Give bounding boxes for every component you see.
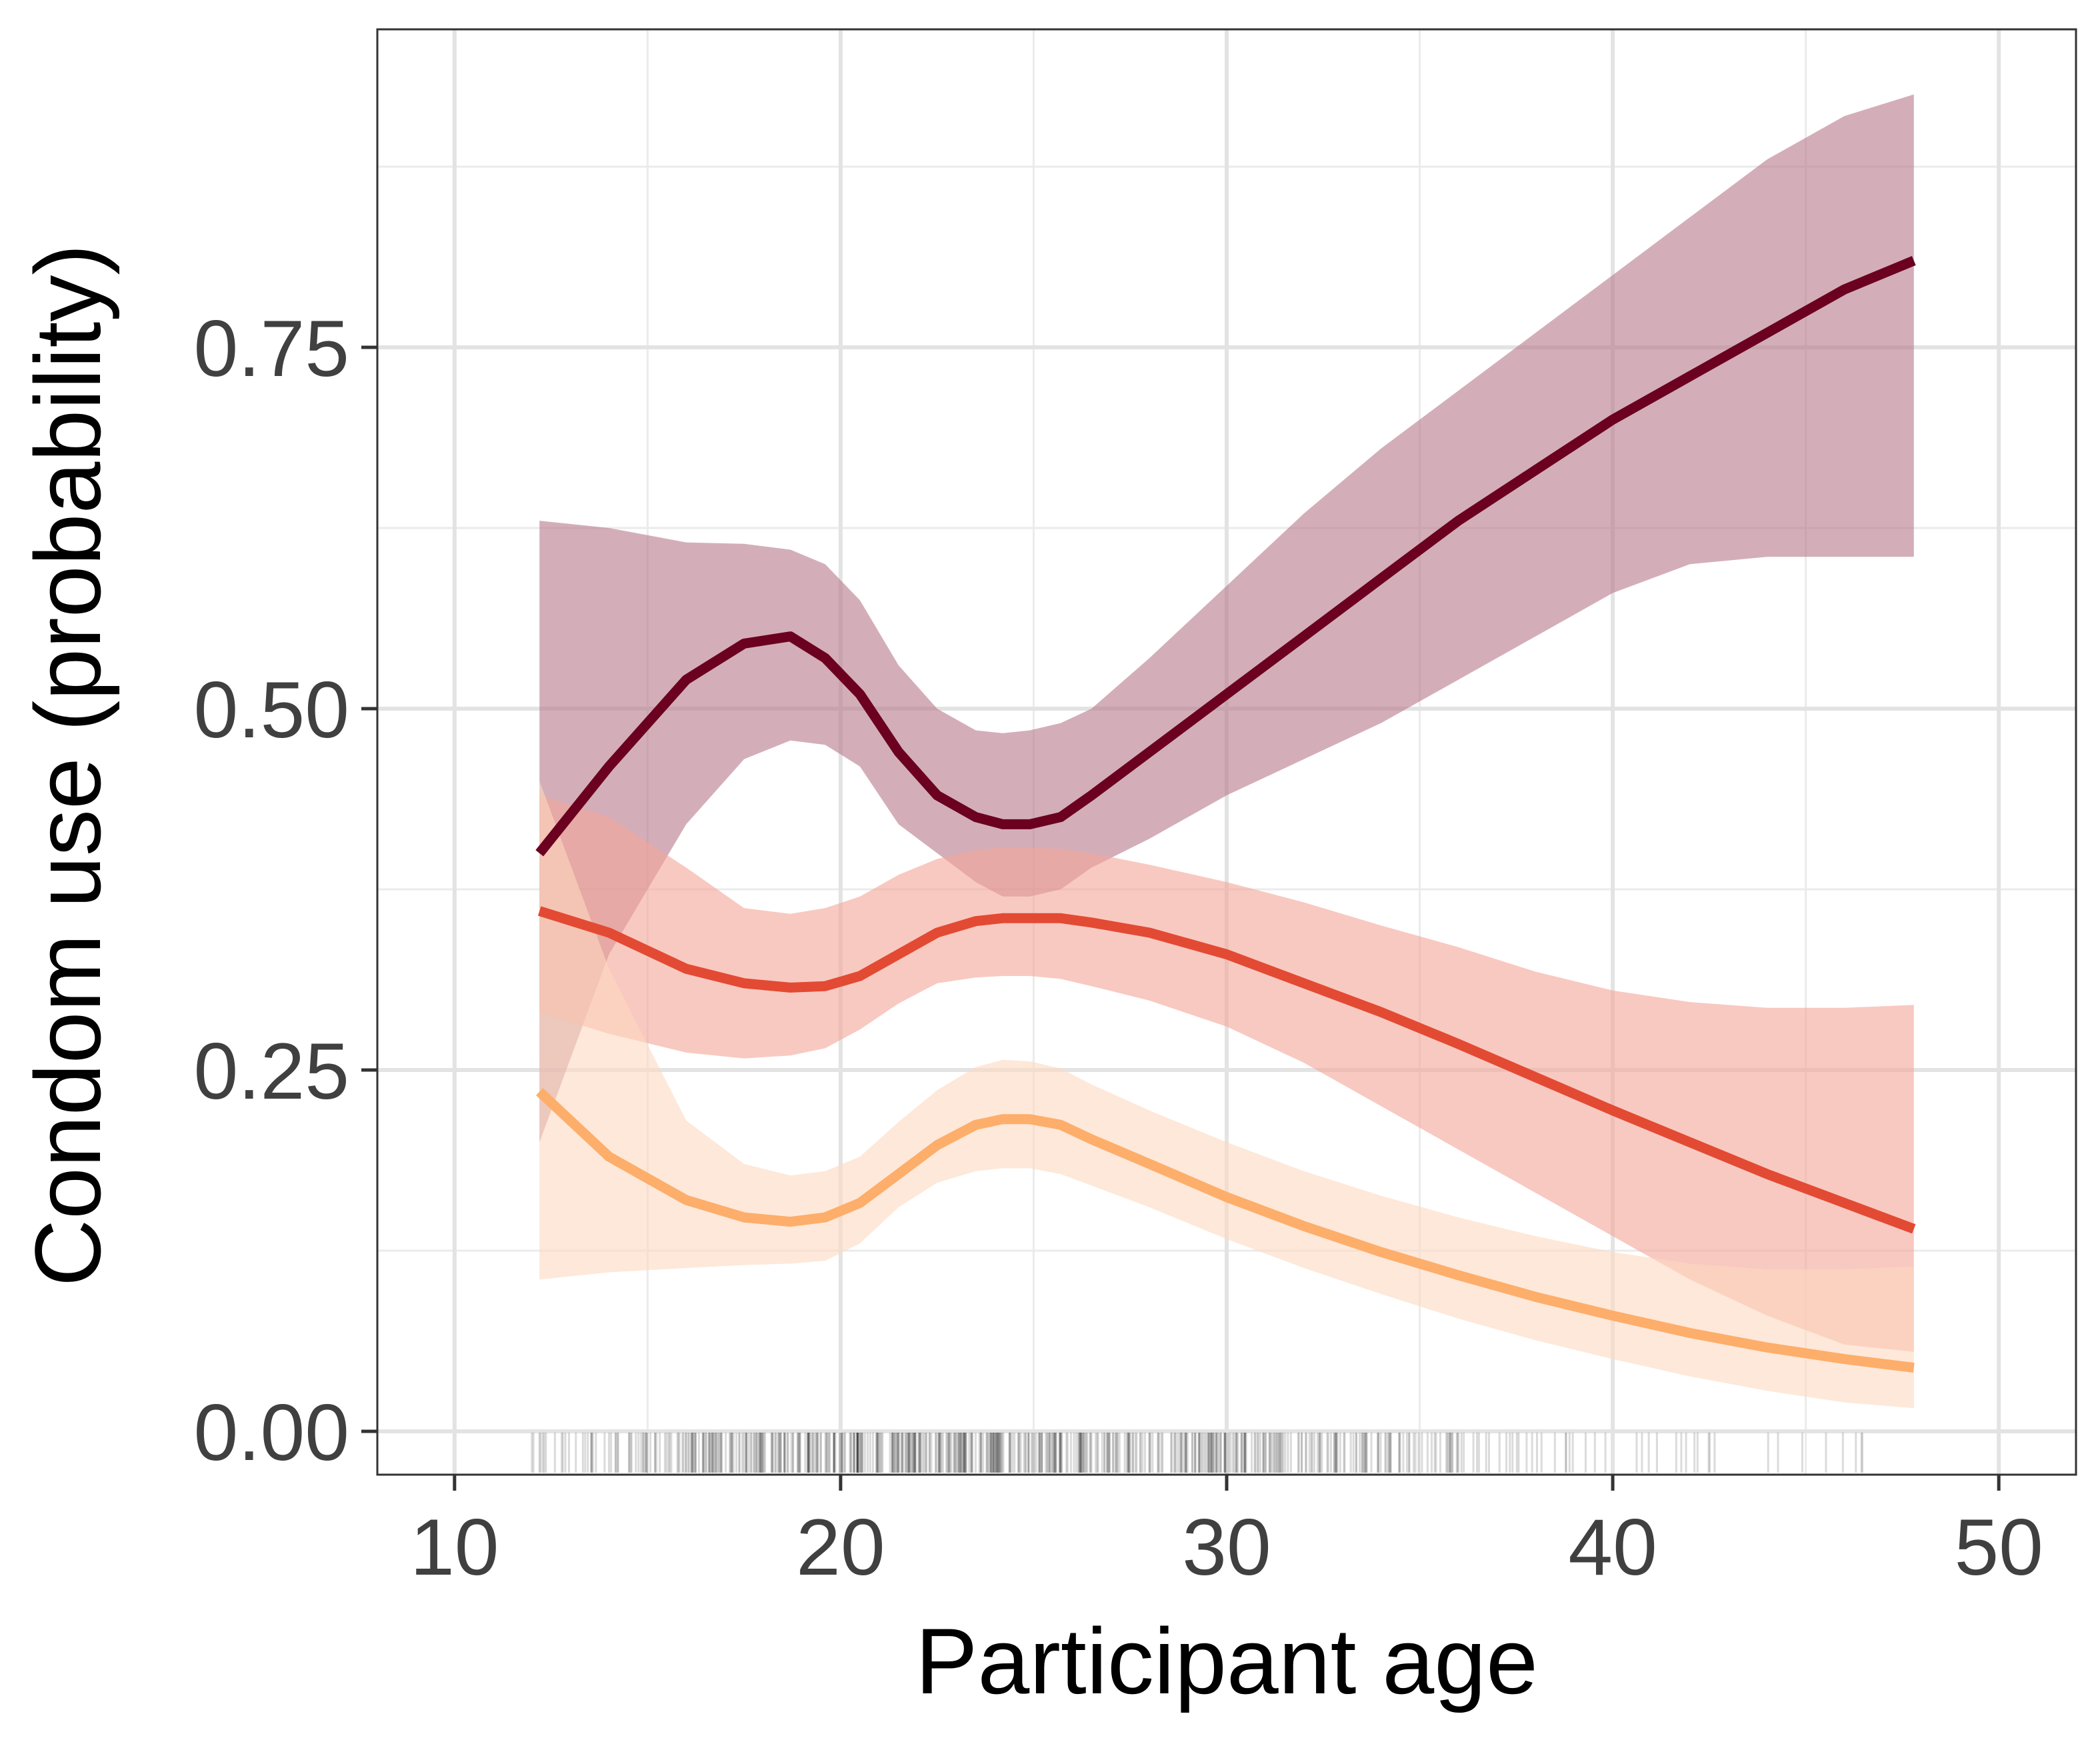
y-tick-label: 0.75 (193, 304, 349, 393)
confidence-band-2 (539, 795, 1914, 1352)
y-tick-label: 0.00 (193, 1388, 349, 1477)
x-axis: 10 20 30 40 50 (410, 1475, 2043, 1592)
x-tick-label: 10 (410, 1503, 499, 1592)
confidence-band-3 (539, 781, 1914, 1409)
series-line-2 (537, 906, 1916, 1234)
x-tick-label: 50 (1954, 1503, 2043, 1592)
y-tick-label: 0.50 (193, 665, 349, 755)
y-axis-title: Condom use (probability) (15, 244, 120, 1287)
confidence-bands (539, 94, 1914, 1409)
x-tick-label: 20 (796, 1503, 885, 1592)
series-line-1 (535, 255, 1916, 857)
x-axis-title: Participant age (915, 1609, 1538, 1713)
series-lines (535, 255, 1916, 1373)
x-tick-label: 30 (1182, 1503, 1271, 1592)
y-axis: 0.00 0.25 0.50 0.75 (193, 304, 377, 1477)
y-tick-label: 0.25 (193, 1027, 349, 1116)
series-line-3 (536, 1088, 1915, 1373)
confidence-band-1 (539, 94, 1914, 1143)
x-tick-label: 40 (1568, 1503, 1657, 1592)
rug (531, 1432, 1864, 1473)
